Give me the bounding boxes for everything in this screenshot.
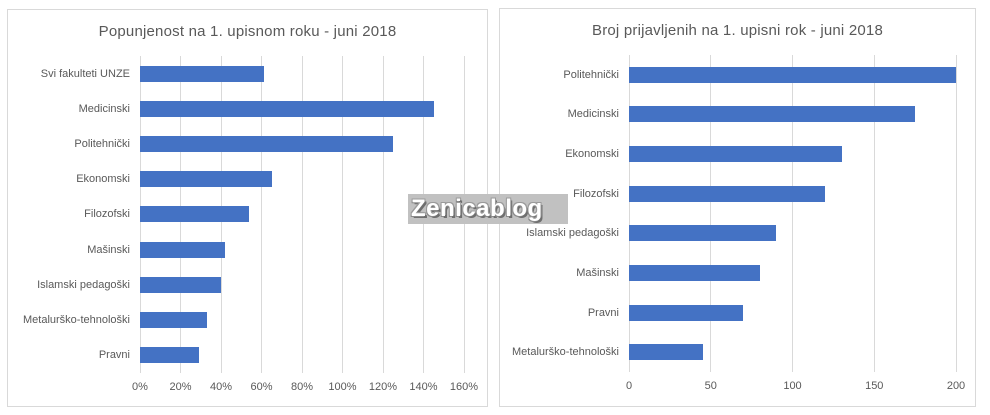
plot-area — [628, 55, 957, 372]
bar-row — [629, 214, 956, 254]
chart-title: Broj prijavljenih na 1. upisni rok - jun… — [591, 22, 884, 39]
axis-tick-label: 100 — [783, 380, 802, 392]
category-label: Politehnički — [74, 138, 130, 151]
gridline — [873, 55, 875, 372]
category-label: Islamski pedagoški — [37, 278, 130, 291]
axis-tick-label: 80% — [290, 381, 314, 393]
bar — [629, 225, 777, 242]
category-label: Filozofski — [573, 187, 619, 200]
bar-row — [629, 55, 956, 95]
bar-row — [140, 338, 464, 373]
bar — [140, 171, 272, 188]
value-axis: 0 50 100 150 200 — [625, 380, 965, 396]
bar-row — [629, 293, 956, 333]
category-axis: Svi fakulteti UNZE Medicinski Politehnički… — [8, 56, 140, 373]
chart-panel-popunjenost: Popunjenost na 1. upisnom roku - juni 20… — [7, 9, 488, 407]
axis-tick-label: 200 — [946, 380, 966, 392]
bar — [140, 136, 394, 153]
category-label: Filozofski — [84, 208, 130, 221]
gridline — [382, 56, 384, 373]
gridline — [261, 56, 262, 373]
bar-row — [629, 95, 956, 135]
bar — [140, 276, 221, 293]
bar-row — [629, 174, 956, 214]
gridline — [301, 56, 303, 373]
category-label: Islamski pedagoški — [526, 227, 619, 240]
bar — [629, 185, 826, 202]
bar — [140, 241, 226, 258]
category-label: Medicinski — [567, 108, 619, 121]
axis-tick-label: 120% — [368, 381, 398, 393]
axis-tick-label: 50 — [704, 380, 717, 392]
gridline — [342, 56, 343, 373]
category-label: Metalurško-tehnološki — [23, 314, 130, 327]
bar — [629, 304, 744, 321]
bar-row — [629, 253, 956, 293]
gridline — [955, 55, 957, 372]
bar-row — [140, 303, 464, 338]
bar-row — [140, 267, 464, 302]
category-label: Metalurško-tehnološki — [512, 346, 619, 359]
bar-row — [629, 134, 956, 174]
bar — [629, 106, 916, 123]
bar — [629, 264, 760, 281]
axis-tick-label: 40% — [209, 381, 233, 393]
category-label: Svi fakulteti UNZE — [40, 67, 130, 80]
bar — [140, 312, 207, 329]
bar-row — [140, 91, 464, 126]
bar — [629, 344, 703, 361]
plot-area — [139, 56, 465, 373]
gridline — [792, 55, 793, 372]
gridline — [710, 55, 712, 372]
bar-row — [140, 232, 464, 267]
category-label: Mašinski — [576, 266, 619, 279]
axis-tick-label: 150 — [865, 380, 884, 392]
category-label: Medicinski — [78, 102, 130, 115]
bar-row — [629, 332, 956, 372]
axis-tick-label: 20% — [169, 381, 192, 393]
value-axis: 0% 20% 40% 60% 80% 100% 120% 140% 160% — [132, 381, 478, 397]
bar-row — [140, 56, 464, 91]
bar — [629, 146, 842, 163]
bar — [140, 206, 250, 223]
gridline — [628, 55, 630, 372]
category-label: Mašinski — [87, 243, 130, 256]
category-label: Ekonomski — [565, 148, 619, 161]
chart-panel-broj-prijavljenih: Broj prijavljenih na 1. upisni rok - jun… — [499, 8, 976, 407]
axis-tick-label: 160% — [449, 381, 479, 393]
category-label: Pravni — [98, 349, 130, 362]
bar-row — [140, 162, 464, 197]
bar — [140, 100, 434, 117]
category-label: Ekonomski — [76, 173, 130, 186]
bar-row — [140, 197, 464, 232]
category-label: Pravni — [587, 306, 619, 319]
chart-title: Popunjenost na 1. upisnom roku - juni 20… — [98, 23, 397, 40]
axis-tick-label: 0 — [625, 380, 633, 392]
axis-tick-label: 100% — [328, 381, 357, 393]
category-axis: Politehnički Medicinski Ekonomski Filozofsk… — [500, 55, 629, 372]
bar — [629, 66, 956, 83]
axis-tick-label: 0% — [132, 381, 148, 393]
category-label: Politehnički — [563, 68, 619, 81]
axis-tick-label: 140% — [409, 381, 438, 393]
axis-tick-label: 60% — [250, 381, 273, 393]
bar-row — [140, 126, 464, 161]
bar — [140, 65, 264, 82]
bar — [140, 347, 199, 364]
zenicablog-watermark: Zenicablog — [408, 194, 568, 224]
